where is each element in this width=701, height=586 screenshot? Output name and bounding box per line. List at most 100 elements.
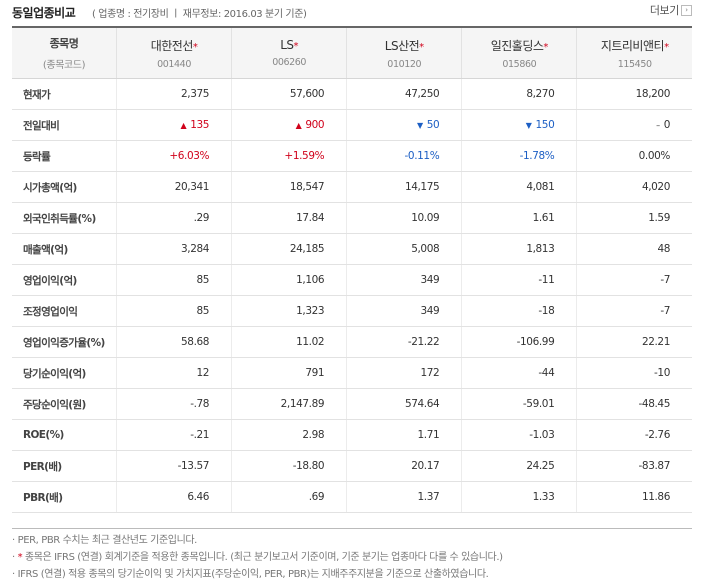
table-cell: 3,284: [115, 233, 232, 265]
company-header-001440[interactable]: 대한전선* 001440: [115, 28, 232, 79]
table-cell: 18,200: [576, 78, 692, 110]
company-code: 115450: [617, 58, 652, 70]
table-cell: 58.68: [115, 326, 232, 358]
row-label: 전일대비: [12, 109, 117, 141]
table-cell: 14,175: [346, 171, 462, 203]
table-body: 현재가 2,375 57,600 47,250 8,270 18,200 전일대비 ▲ 135 ▲…: [12, 78, 692, 513]
table-row: 매출액(억) 3,284 24,185 5,008 1,813 48: [12, 233, 692, 265]
table-cell: 1,813: [461, 233, 577, 265]
company-name[interactable]: LS*: [280, 38, 299, 52]
table-cell: ▲ 135: [115, 109, 232, 141]
footnote-bullet: ·: [12, 569, 15, 580]
table-cell: 4,020: [576, 171, 692, 203]
table-cell: -48.45: [576, 388, 692, 420]
table-cell: -83.87: [576, 450, 692, 482]
more-arrow-icon: ›: [681, 4, 692, 16]
footnote-bullet: ·: [12, 535, 15, 546]
table-cell: -13.57: [115, 450, 232, 482]
ifrs-star-icon: *: [192, 41, 198, 53]
change-value: 50: [426, 119, 440, 131]
company-name[interactable]: LS산전*: [384, 38, 424, 53]
table-cell: -2.76: [576, 419, 692, 451]
table-cell: 48: [576, 233, 692, 265]
more-link[interactable]: 더보기 ›: [650, 2, 692, 18]
label-header-name: 종목명: [49, 37, 79, 50]
table-cell: 1.61: [461, 202, 577, 234]
up-triangle-icon: ▲: [180, 121, 187, 130]
company-name[interactable]: 대한전선*: [150, 38, 198, 53]
company-header-015860[interactable]: 일진홀딩스* 015860: [461, 28, 577, 79]
ifrs-star-icon: *: [293, 41, 299, 52]
comparison-table: 종목명 (종목코드) 대한전선* 001440 LS* 006260 LS산전* 0101…: [12, 26, 692, 529]
table-cell: 47,250: [346, 78, 462, 110]
table-row: 현재가 2,375 57,600 47,250 8,270 18,200: [12, 78, 692, 110]
table-cell: -10: [576, 357, 692, 389]
section-title: 동일업종비교: [12, 6, 76, 20]
table-cell: -7: [576, 295, 692, 327]
company-code: 010120: [387, 58, 422, 70]
table-cell: 12: [115, 357, 232, 389]
table-cell: +1.59%: [231, 140, 347, 172]
change-value: 135: [190, 119, 210, 131]
table-cell: 24,185: [231, 233, 347, 265]
table-cell: 0.00%: [576, 140, 692, 172]
company-name[interactable]: 지트리비앤티*: [600, 38, 669, 53]
table-cell: 85: [115, 264, 232, 296]
down-triangle-icon: ▼: [525, 121, 532, 130]
row-label: 당기순이익(억): [12, 357, 117, 389]
table-cell: -18: [461, 295, 577, 327]
company-header-010120[interactable]: LS산전* 010120: [346, 28, 462, 79]
row-label: 등락률: [12, 140, 117, 172]
row-label: 조정영업이익: [12, 295, 117, 327]
footnote-ifrs: · * 종목은 IFRS (연결) 회계기준을 적용한 종목입니다. (최근 분…: [12, 552, 503, 563]
section-subtitle: ( 업종명 : 전기장비 ㅣ 재무정보: 2016.03 분기 기준): [92, 9, 307, 20]
table-cell: 18,547: [231, 171, 347, 203]
table-cell: -106.99: [461, 326, 577, 358]
table-row: 영업이익(억) 85 1,106 349 -11 -7: [12, 264, 692, 296]
table-cell: 2.98: [231, 419, 347, 451]
table-cell: 17.84: [231, 202, 347, 234]
row-label: ROE(%): [12, 419, 117, 451]
more-label: 더보기: [649, 4, 680, 17]
table-cell: -44: [461, 357, 577, 389]
row-label: PER(배): [12, 450, 117, 482]
table-row: 외국인취득률(%) .29 17.84 10.09 1.61 1.59: [12, 202, 692, 234]
table-row: 당기순이익(억) 12 791 172 -44 -10: [12, 357, 692, 389]
table-row: PER(배) -13.57 -18.80 20.17 24.25 -83.87: [12, 450, 692, 482]
table-cell: 20,341: [115, 171, 232, 203]
table-cell: 349: [346, 295, 462, 327]
up-triangle-icon: ▲: [295, 121, 302, 130]
footnote-controlling-interest: · IFRS (연결) 적용 종목의 당기순이익 및 가치지표(주당순이익, P…: [12, 569, 489, 580]
table-cell: 2,375: [115, 78, 232, 110]
table-cell: 5,008: [346, 233, 462, 265]
ifrs-star-icon: *: [543, 41, 548, 53]
row-label: 매출액(억): [12, 233, 117, 265]
table-header-row: 종목명 (종목코드) 대한전선* 001440 LS* 006260 LS산전* 0101…: [12, 28, 692, 79]
change-value: 900: [305, 119, 325, 131]
table-cell: -59.01: [461, 388, 577, 420]
table-cell: -18.80: [231, 450, 347, 482]
table-cell: –0: [576, 109, 692, 141]
table-cell: 22.21: [576, 326, 692, 358]
section-header: 동일업종비교 ( 업종명 : 전기장비 ㅣ 재무정보: 2016.03 분기 기…: [12, 0, 692, 22]
company-name[interactable]: 일진홀딩스*: [490, 38, 549, 53]
table-row: 등락률 +6.03% +1.59% -0.11% -1.78% 0.00%: [12, 140, 692, 172]
table-cell: ▼ 50: [346, 109, 462, 141]
row-label: 주당순이익(원): [12, 388, 117, 420]
company-header-006260[interactable]: LS* 006260: [231, 28, 347, 79]
flat-dash-icon: –: [656, 121, 660, 130]
table-cell: 24.25: [461, 450, 577, 482]
table-cell: 20.17: [346, 450, 462, 482]
table-cell: -1.78%: [461, 140, 577, 172]
footnotes: · PER, PBR 수치는 최근 결산년도 기준입니다. · * 종목은 IF…: [12, 532, 503, 583]
row-label: 영업이익증가율(%): [12, 326, 117, 358]
table-cell: 6.46: [115, 481, 232, 513]
table-cell: 57,600: [231, 78, 347, 110]
table-cell: 1.71: [346, 419, 462, 451]
table-cell: .29: [115, 202, 232, 234]
table-cell: -21.22: [346, 326, 462, 358]
table-cell: 4,081: [461, 171, 577, 203]
company-header-115450[interactable]: 지트리비앤티* 115450: [576, 28, 692, 79]
table-cell: 349: [346, 264, 462, 296]
table-cell: 172: [346, 357, 462, 389]
